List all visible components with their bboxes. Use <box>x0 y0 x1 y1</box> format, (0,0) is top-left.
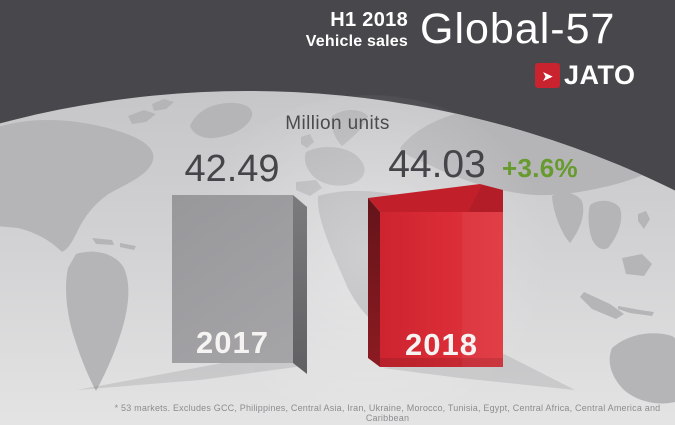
growth-badge: +3.6% <box>502 153 578 183</box>
header-period-block: H1 2018 Vehicle sales <box>250 9 408 51</box>
value-label-2018: 44.03 <box>388 143 486 186</box>
value-label-2017: 42.49 <box>184 148 280 190</box>
subtitle-label: Vehicle sales <box>305 33 408 50</box>
footnote: * 53 markets. Excludes GCC, Philippines,… <box>114 403 661 423</box>
unit-label: Million units <box>285 113 390 134</box>
jato-logo: ➤ JATO <box>535 60 636 90</box>
bar-label-2018: 2018 <box>405 327 478 362</box>
jato-brand-text: JATO <box>564 60 636 90</box>
bar-label-2017: 2017 <box>196 325 269 360</box>
jato-arrow-icon: ➤ <box>535 63 560 88</box>
bar-2017-column <box>172 195 307 374</box>
period-label: H1 2018 <box>330 9 408 31</box>
page-title: Global-57 <box>420 5 616 53</box>
bar-2018-column <box>368 184 503 367</box>
